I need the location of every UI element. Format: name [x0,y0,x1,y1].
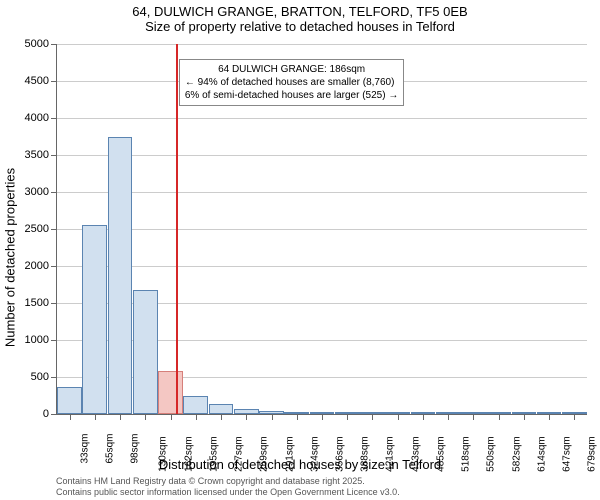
x-tick [171,414,172,420]
y-tick-label: 4000 [25,112,49,124]
footer-line1: Contains HM Land Registry data © Crown c… [56,476,400,487]
histogram-bar [133,290,158,414]
gridline [57,192,587,193]
y-axis-title: Number of detached properties [3,168,18,347]
histogram-bar [183,396,208,414]
y-tick-label: 4500 [25,75,49,87]
y-tick-label: 5000 [25,38,49,50]
x-tick [448,414,449,420]
y-tick-label: 0 [43,408,49,420]
histogram-bar [57,387,82,414]
x-tick-label: 582sqm [511,436,522,472]
x-tick [473,414,474,420]
y-tick [51,377,57,378]
x-tick-label: 33sqm [79,434,90,464]
y-tick [51,81,57,82]
annotation-line: 6% of semi-detached houses are larger (5… [185,89,398,102]
y-tick [51,155,57,156]
annotation-box: 64 DULWICH GRANGE: 186sqm← 94% of detach… [179,59,404,106]
x-tick-label: 647sqm [561,436,572,472]
gridline [57,266,587,267]
histogram-bar [209,404,234,414]
y-tick [51,414,57,415]
footer-line2: Contains public sector information licen… [56,487,400,498]
y-tick-label: 1500 [25,297,49,309]
y-tick [51,229,57,230]
plot-area: 0500100015002000250030003500400045005000… [56,44,587,415]
footer-attribution: Contains HM Land Registry data © Crown c… [56,476,400,498]
x-tick-label: 550sqm [486,436,497,472]
x-tick [196,414,197,420]
x-tick [120,414,121,420]
x-tick [95,414,96,420]
x-tick-label: 518sqm [460,436,471,472]
y-tick-label: 3500 [25,149,49,161]
x-tick [423,414,424,420]
x-tick [524,414,525,420]
histogram-bar [158,371,183,414]
chart-title-line1: 64, DULWICH GRANGE, BRATTON, TELFORD, TF… [0,0,600,19]
histogram-bar [82,225,107,414]
x-axis-title: Distribution of detached houses by size … [159,457,441,472]
y-tick [51,44,57,45]
y-tick [51,340,57,341]
gridline [57,229,587,230]
chart-container: 64, DULWICH GRANGE, BRATTON, TELFORD, TF… [0,0,600,500]
chart-title-line2: Size of property relative to detached ho… [0,19,600,36]
x-tick [145,414,146,420]
x-tick [272,414,273,420]
y-tick [51,266,57,267]
gridline [57,44,587,45]
y-tick-label: 3000 [25,186,49,198]
y-tick-label: 2000 [25,260,49,272]
y-tick-label: 500 [31,371,49,383]
y-tick [51,303,57,304]
annotation-line: 64 DULWICH GRANGE: 186sqm [185,63,398,76]
x-tick [398,414,399,420]
x-tick [246,414,247,420]
x-tick [549,414,550,420]
x-tick [322,414,323,420]
y-tick [51,192,57,193]
histogram-bar [108,137,133,415]
x-tick-label: 98sqm [130,434,141,464]
annotation-line: ← 94% of detached houses are smaller (8,… [185,76,398,89]
x-tick [70,414,71,420]
x-tick [297,414,298,420]
x-tick [372,414,373,420]
x-tick [221,414,222,420]
x-tick-label: 679sqm [587,436,598,472]
gridline [57,118,587,119]
y-tick-label: 1000 [25,334,49,346]
x-tick [574,414,575,420]
x-tick-label: 614sqm [536,436,547,472]
y-tick-label: 2500 [25,223,49,235]
y-tick [51,118,57,119]
x-tick-label: 65sqm [104,434,115,464]
x-tick [347,414,348,420]
gridline [57,155,587,156]
x-tick [499,414,500,420]
